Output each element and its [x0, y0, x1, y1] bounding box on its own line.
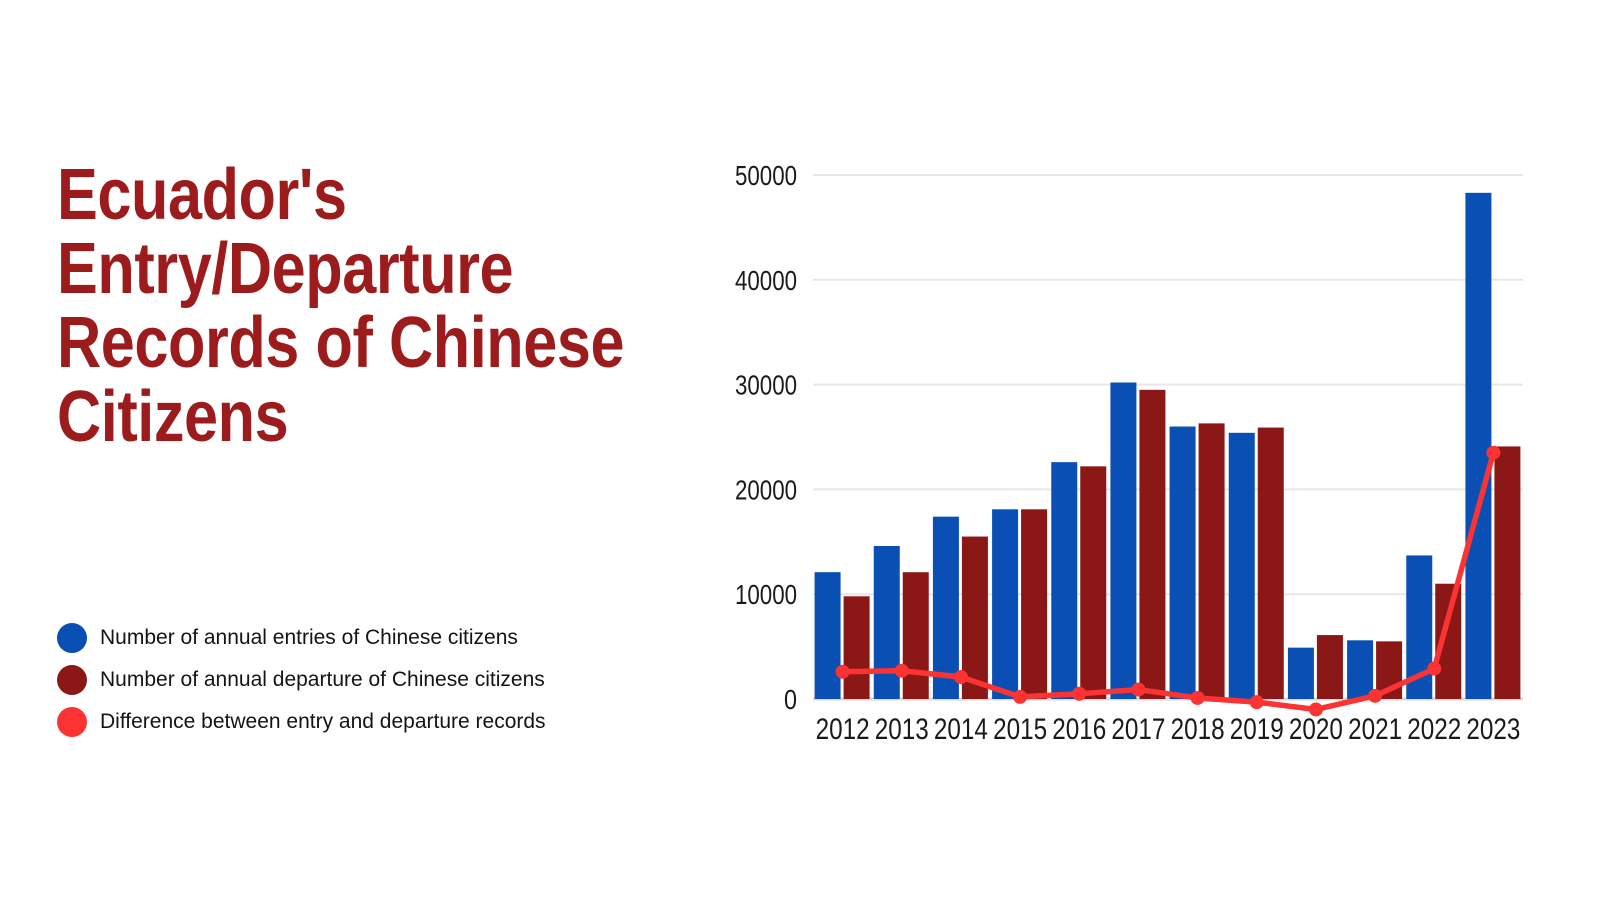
legend-item-difference: Difference between entry and departure r…	[57, 707, 546, 737]
title-line-4: Citizens	[57, 377, 289, 457]
bar-entries-2013	[873, 545, 900, 699]
y-tick-label-40000: 40000	[735, 265, 797, 296]
difference-point-2018	[1190, 690, 1205, 705]
bar-departures-2023	[1494, 446, 1521, 699]
bar-entries-2023	[1465, 192, 1492, 699]
difference-point-2017	[1131, 682, 1146, 697]
difference-point-2023	[1486, 445, 1501, 460]
x-tick-label-2018: 2018	[1171, 713, 1225, 746]
bar-departures-2014	[961, 536, 988, 699]
difference-point-2021	[1368, 688, 1383, 703]
bar-departures-2013	[902, 572, 929, 699]
legend-marker-difference-icon	[57, 707, 87, 737]
bar-departures-2015	[1021, 509, 1048, 699]
legend-label-entries: Number of annual entries of Chinese citi…	[100, 626, 518, 649]
x-tick-label-2017: 2017	[1111, 713, 1165, 746]
x-tick-label-2021: 2021	[1348, 713, 1402, 746]
bar-departures-2017	[1139, 389, 1166, 699]
bar-departures-2020	[1316, 635, 1343, 699]
bar-entries-2015	[992, 509, 1019, 699]
legend-item-entries: Number of annual entries of Chinese citi…	[57, 623, 546, 653]
bar-entries-2012	[814, 572, 841, 699]
x-tick-label-2023: 2023	[1466, 713, 1520, 746]
legend: Number of annual entries of Chinese citi…	[57, 623, 546, 737]
difference-point-2015	[1013, 689, 1028, 704]
title-line-3: Records of Chinese	[57, 303, 625, 383]
x-tick-label-2022: 2022	[1407, 713, 1461, 746]
difference-point-2022	[1427, 661, 1442, 676]
y-tick-label-20000: 20000	[735, 474, 797, 505]
x-tick-label-2016: 2016	[1052, 713, 1106, 746]
bar-entries-2016	[1051, 462, 1078, 699]
x-tick-label-2020: 2020	[1289, 713, 1343, 746]
bar-departures-2018	[1198, 423, 1225, 699]
y-tick-label-50000: 50000	[735, 160, 797, 191]
difference-point-2016	[1072, 686, 1087, 701]
bar-entries-2017	[1110, 382, 1137, 699]
page-title: Ecuador's Entry/Departure Records of Chine…	[57, 155, 625, 457]
legend-marker-departures-icon	[57, 665, 87, 695]
difference-line	[839, 449, 1497, 713]
x-tick-label-2015: 2015	[993, 713, 1047, 746]
x-tick-label-2014: 2014	[934, 713, 988, 746]
legend-label-departures: Number of annual departure of Chinese ci…	[100, 668, 545, 691]
difference-point-2019	[1249, 695, 1264, 710]
legend-label-difference: Difference between entry and departure r…	[100, 710, 546, 733]
bar-entries-2014	[932, 516, 959, 699]
x-tick-label-2012: 2012	[816, 713, 870, 746]
y-tick-label-10000: 10000	[735, 579, 797, 610]
legend-item-departures: Number of annual departure of Chinese ci…	[57, 665, 546, 695]
bar-entries-2018	[1169, 426, 1196, 699]
difference-point-2012	[835, 664, 850, 679]
difference-point-2020	[1308, 702, 1323, 717]
title-line-2: Entry/Departure	[57, 229, 514, 309]
y-tick-label-30000: 30000	[735, 370, 797, 401]
difference-point-2014	[953, 669, 968, 684]
bar-entries-2019	[1228, 432, 1255, 699]
bar-departures-2016	[1080, 466, 1107, 699]
difference-point-2013	[894, 663, 909, 678]
x-tick-label-2013: 2013	[875, 713, 929, 746]
bar-entries-2020	[1287, 647, 1314, 699]
x-tick-label-2019: 2019	[1230, 713, 1284, 746]
y-tick-label-0: 0	[784, 684, 797, 715]
bar-entries-2021	[1347, 640, 1374, 699]
legend-marker-entries-icon	[57, 623, 87, 653]
bar-departures-2012	[843, 596, 870, 699]
bar-departures-2019	[1257, 427, 1284, 699]
title-line-1: Ecuador's	[57, 155, 347, 235]
